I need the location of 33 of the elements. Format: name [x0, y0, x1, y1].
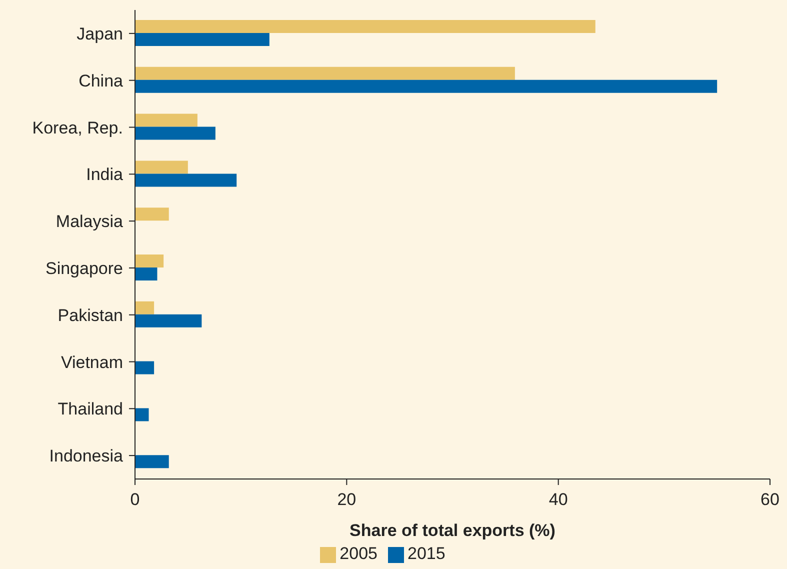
y-tick-label: Korea, Rep. [32, 118, 123, 138]
x-tick-label: 40 [548, 490, 568, 510]
y-tick-label: China [78, 71, 124, 90]
y-tick-label: Vietnam [60, 352, 123, 372]
bar [135, 268, 158, 280]
bar [135, 314, 202, 328]
bar [135, 80, 718, 93]
bar [135, 361, 154, 374]
bar [135, 455, 169, 468]
y-tick-label: Singapore [45, 258, 123, 278]
bar [135, 174, 237, 187]
y-tick-label: Japan [76, 24, 123, 44]
bar [135, 66, 515, 80]
x-tick-label: 20 [337, 490, 356, 510]
bar [135, 33, 270, 46]
bar [135, 114, 198, 127]
bar [135, 408, 149, 422]
bar [135, 208, 169, 221]
bar [135, 126, 216, 140]
legend-label: 2005 [340, 544, 378, 563]
y-tick-label: India [86, 165, 124, 184]
x-tick-label: 60 [760, 490, 780, 510]
bar [135, 301, 154, 314]
bar [135, 160, 188, 174]
legend-label: 2015 [408, 544, 446, 563]
y-tick-label: Pakistan [58, 306, 123, 325]
x-tick-label: 0 [130, 490, 140, 510]
y-tick-label: Indonesia [49, 446, 124, 466]
y-tick-label: Malaysia [56, 212, 124, 232]
bar [135, 254, 164, 268]
bar [135, 20, 596, 33]
y-tick-label: Thailand [58, 400, 123, 419]
x-axis-title: Share of total exports (%) [350, 521, 556, 540]
